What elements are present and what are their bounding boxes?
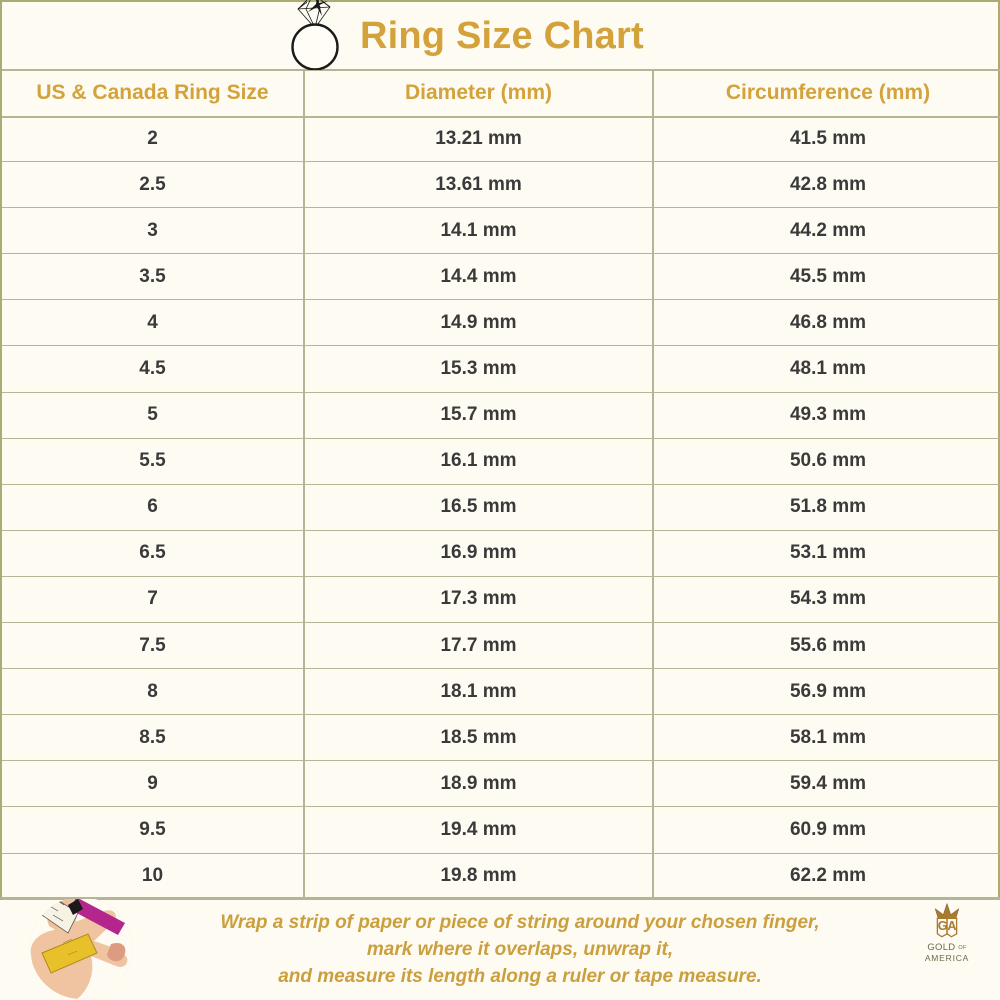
svg-text:A: A	[947, 919, 956, 933]
svg-text:G: G	[938, 919, 948, 933]
